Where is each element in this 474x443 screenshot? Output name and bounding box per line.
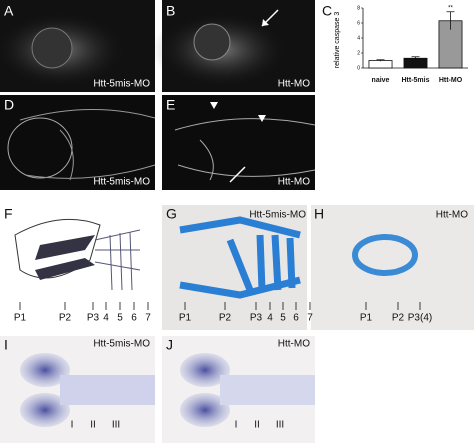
- marker-label: I: [235, 420, 238, 431]
- panel-label: I: [4, 337, 8, 353]
- panel-label: H: [314, 206, 324, 222]
- y-tick-label: 8: [357, 5, 360, 11]
- panel-caption: Htt-5mis-MO: [93, 79, 150, 90]
- y-tick-label: 6: [357, 20, 360, 26]
- marker-label: 4: [267, 313, 273, 324]
- panel-label: E: [166, 97, 175, 113]
- panel-label: B: [166, 3, 175, 19]
- panel-label: A: [4, 3, 14, 19]
- panel-caption: Htt-MO: [278, 177, 310, 188]
- marker-label: 4: [103, 313, 109, 324]
- y-tick-label: 4: [357, 35, 360, 41]
- panel-label: D: [4, 97, 14, 113]
- marker-label: P1: [14, 313, 27, 324]
- panel-caption: Htt-5mis-MO: [249, 210, 306, 221]
- marker-label: III: [276, 420, 284, 431]
- marker-label: P3: [87, 313, 100, 324]
- panel-a-photo: [0, 0, 155, 92]
- marker-label: P3(4): [408, 313, 432, 324]
- panel-j-photo: [162, 336, 315, 443]
- panel-caption: Htt-5mis-MO: [93, 339, 150, 350]
- panel-caption: Htt-MO: [436, 210, 468, 221]
- panel-h-photo: [311, 205, 474, 330]
- y-tick-label: 2: [357, 50, 360, 56]
- panel-b-photo: [152, 0, 315, 92]
- marker-label: 7: [307, 313, 313, 324]
- marker-label: P1: [179, 313, 192, 324]
- marker-label: P1: [360, 313, 373, 324]
- marker-label: P2: [59, 313, 72, 324]
- panel-label: J: [166, 337, 173, 353]
- marker-label: 6: [293, 313, 299, 324]
- panel-f-drawing: [0, 205, 155, 330]
- x-tick-label: Htt-5mis: [401, 77, 429, 84]
- y-axis-title: relative caspase 3: [334, 12, 341, 69]
- bar-chart: C relative caspase 3 0 2 4 6 8 naive Htt-5mis H…: [322, 3, 468, 84]
- marker-label: II: [90, 420, 96, 431]
- bar: [368, 60, 393, 69]
- x-tick-label: naive: [372, 77, 390, 84]
- marker-label: 5: [280, 313, 286, 324]
- marker-label: P3: [250, 313, 263, 324]
- error-bar: [411, 56, 420, 60]
- panel-label: F: [4, 206, 13, 222]
- marker-label: 5: [117, 313, 123, 324]
- marker-label: P2: [392, 313, 405, 324]
- marker-label: I: [71, 420, 74, 431]
- x-tick-label: Htt-MO: [439, 77, 463, 84]
- marker-label: II: [254, 420, 260, 431]
- panel-g-photo: [162, 205, 307, 330]
- error-bar: [376, 59, 385, 62]
- panel-caption: Htt-5mis-MO: [93, 177, 150, 188]
- y-tick-label: 0: [357, 65, 360, 71]
- panel-label: C: [322, 3, 332, 19]
- panel-e-photo: [162, 95, 316, 190]
- panel-i-photo: [0, 336, 155, 443]
- significance: **: [448, 5, 453, 11]
- panel-d-photo: [0, 95, 156, 190]
- panel-caption: Htt-MO: [278, 339, 310, 350]
- error-bar: [446, 11, 455, 30]
- panel-caption: Htt-MO: [278, 79, 310, 90]
- marker-label: III: [112, 420, 120, 431]
- marker-label: 6: [131, 313, 137, 324]
- marker-label: P2: [219, 313, 232, 324]
- marker-label: 7: [145, 313, 151, 324]
- panel-label: G: [166, 206, 177, 222]
